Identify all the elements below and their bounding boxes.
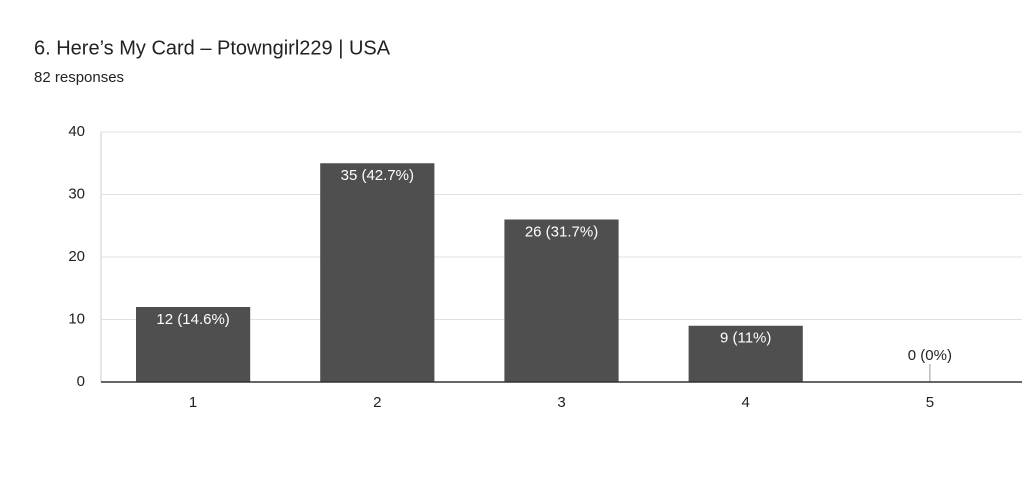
y-tick-label: 40 (68, 123, 85, 140)
bar (135, 307, 251, 382)
bar (504, 219, 619, 382)
data-label: 0 (0%) (908, 347, 952, 364)
x-tick-label: 4 (742, 394, 750, 411)
x-tick-label: 2 (373, 394, 381, 411)
data-label: 9 (11%) (720, 330, 771, 347)
x-tick-label: 1 (189, 394, 197, 411)
y-tick-label: 10 (68, 310, 85, 327)
chart-title: 6. Here’s My Card – Ptowngirl229 | USA (34, 37, 391, 59)
bar (320, 163, 435, 382)
y-tick-label: 30 (68, 185, 85, 202)
bar (688, 325, 803, 382)
chart-subtitle: 82 responses (34, 69, 124, 86)
x-tick-label: 3 (557, 394, 565, 411)
data-label: 35 (42.7%) (341, 167, 414, 184)
data-label: 12 (14.6%) (156, 311, 229, 328)
x-tick-label: 5 (926, 394, 934, 411)
y-tick-label: 0 (77, 373, 85, 390)
y-tick-label: 20 (68, 248, 85, 265)
data-label: 26 (31.7%) (525, 223, 598, 240)
